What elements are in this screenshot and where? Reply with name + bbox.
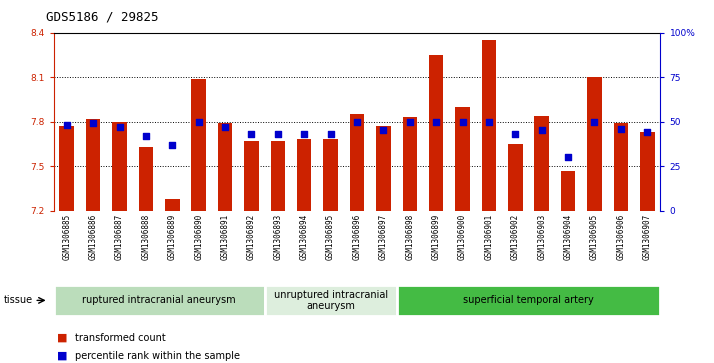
Text: superficial temporal artery: superficial temporal artery: [463, 295, 594, 305]
Point: [563, 154, 574, 160]
Bar: [508, 144, 523, 211]
Point: [272, 131, 283, 137]
Bar: [535, 116, 549, 211]
Point: [404, 119, 416, 125]
Point: [642, 129, 653, 135]
Point: [615, 126, 627, 132]
Point: [536, 128, 548, 134]
Text: unruptured intracranial
aneurysm: unruptured intracranial aneurysm: [273, 290, 388, 311]
Text: ruptured intracranial aneurysm: ruptured intracranial aneurysm: [82, 295, 236, 305]
Bar: [112, 122, 127, 211]
Point: [246, 131, 257, 137]
Point: [193, 119, 204, 125]
Point: [483, 119, 495, 125]
Bar: [429, 55, 443, 211]
Text: ■: ■: [57, 351, 68, 361]
Point: [457, 119, 468, 125]
Bar: [218, 123, 232, 211]
Bar: [376, 126, 391, 211]
Point: [589, 119, 600, 125]
Bar: [297, 139, 311, 211]
Bar: [456, 107, 470, 211]
Bar: [482, 40, 496, 211]
FancyBboxPatch shape: [265, 285, 396, 316]
FancyBboxPatch shape: [396, 285, 660, 316]
Point: [219, 124, 231, 130]
Point: [298, 131, 310, 137]
Text: transformed count: transformed count: [75, 333, 166, 343]
Point: [351, 119, 363, 125]
FancyBboxPatch shape: [54, 285, 265, 316]
Bar: [403, 117, 417, 211]
Point: [510, 131, 521, 137]
Point: [61, 122, 72, 128]
Bar: [323, 139, 338, 211]
Bar: [350, 114, 364, 211]
Text: tissue: tissue: [4, 295, 33, 305]
Point: [325, 131, 336, 137]
Bar: [271, 141, 285, 211]
Text: percentile rank within the sample: percentile rank within the sample: [75, 351, 240, 361]
Bar: [59, 126, 74, 211]
Point: [431, 119, 442, 125]
Point: [114, 124, 125, 130]
Bar: [640, 132, 655, 211]
Bar: [191, 79, 206, 211]
Bar: [613, 123, 628, 211]
Bar: [560, 171, 575, 211]
Point: [166, 142, 178, 148]
Point: [140, 133, 151, 139]
Text: ■: ■: [57, 333, 68, 343]
Bar: [165, 199, 179, 211]
Point: [87, 121, 99, 126]
Point: [378, 128, 389, 134]
Bar: [86, 119, 101, 211]
Text: GDS5186 / 29825: GDS5186 / 29825: [46, 11, 159, 24]
Bar: [139, 147, 154, 211]
Bar: [587, 77, 602, 211]
Bar: [244, 141, 258, 211]
